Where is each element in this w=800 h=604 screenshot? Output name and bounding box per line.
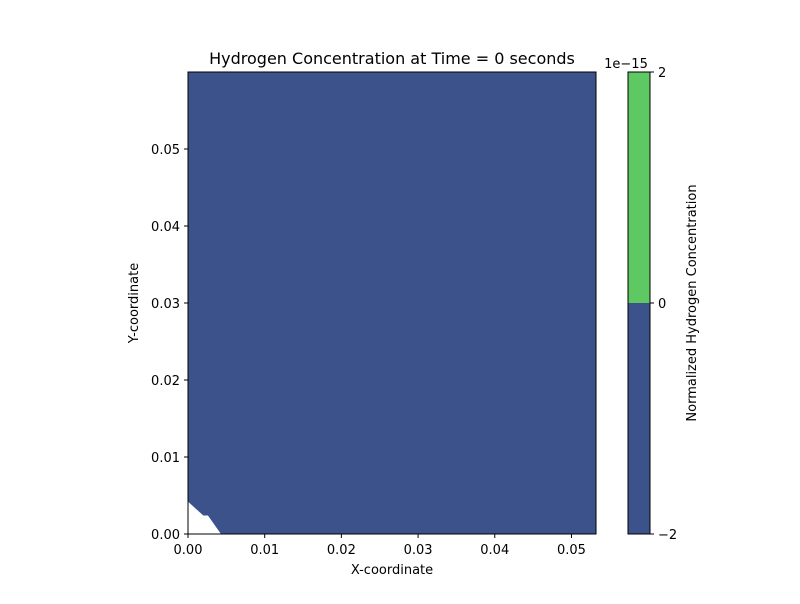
y-axis-label: Y-coordinate bbox=[127, 263, 142, 344]
colorbar-ticks: 2 0 −2 bbox=[650, 66, 677, 543]
x-tick-label: 0.01 bbox=[250, 543, 279, 558]
y-tick-label: 0.04 bbox=[151, 220, 180, 235]
colorbar-label: Normalized Hydrogen Concentration bbox=[685, 184, 700, 421]
concentration-fill bbox=[188, 72, 596, 534]
colorbar-tick-label: −2 bbox=[658, 528, 677, 543]
x-tick-label: 0.05 bbox=[557, 543, 586, 558]
colorbar-tick-label: 2 bbox=[658, 66, 666, 81]
y-tick-label: 0.05 bbox=[151, 143, 180, 158]
colorbar-tick-label: 0 bbox=[658, 297, 666, 312]
plot-area bbox=[187, 71, 597, 535]
y-tick-label: 0.01 bbox=[151, 451, 180, 466]
x-tick-label: 0.03 bbox=[404, 543, 433, 558]
x-tick-label: 0.02 bbox=[327, 543, 356, 558]
x-tick-label: 0.00 bbox=[174, 543, 203, 558]
x-axis-label: X-coordinate bbox=[351, 563, 433, 578]
colorbar-segment bbox=[628, 303, 650, 534]
y-tick-label: 0.02 bbox=[151, 374, 180, 389]
x-axis: 0.00 0.01 0.02 0.03 0.04 0.05 bbox=[174, 534, 586, 558]
colorbar-offset-text: 1e−15 bbox=[604, 57, 648, 72]
colorbar-segment bbox=[628, 72, 650, 303]
colorbar-segments bbox=[628, 72, 650, 534]
x-tick-label: 0.04 bbox=[480, 543, 509, 558]
uncovered-region bbox=[188, 501, 221, 534]
colorbar: 2 0 −2 1e−15 Normalized Hydrogen Concentra… bbox=[604, 57, 700, 543]
y-tick-label: 0.03 bbox=[151, 297, 180, 312]
chart-title: Hydrogen Concentration at Time = 0 secon… bbox=[209, 49, 575, 68]
y-axis: 0.00 0.01 0.02 0.03 0.04 0.05 bbox=[151, 143, 188, 543]
y-tick-label: 0.00 bbox=[151, 528, 180, 543]
